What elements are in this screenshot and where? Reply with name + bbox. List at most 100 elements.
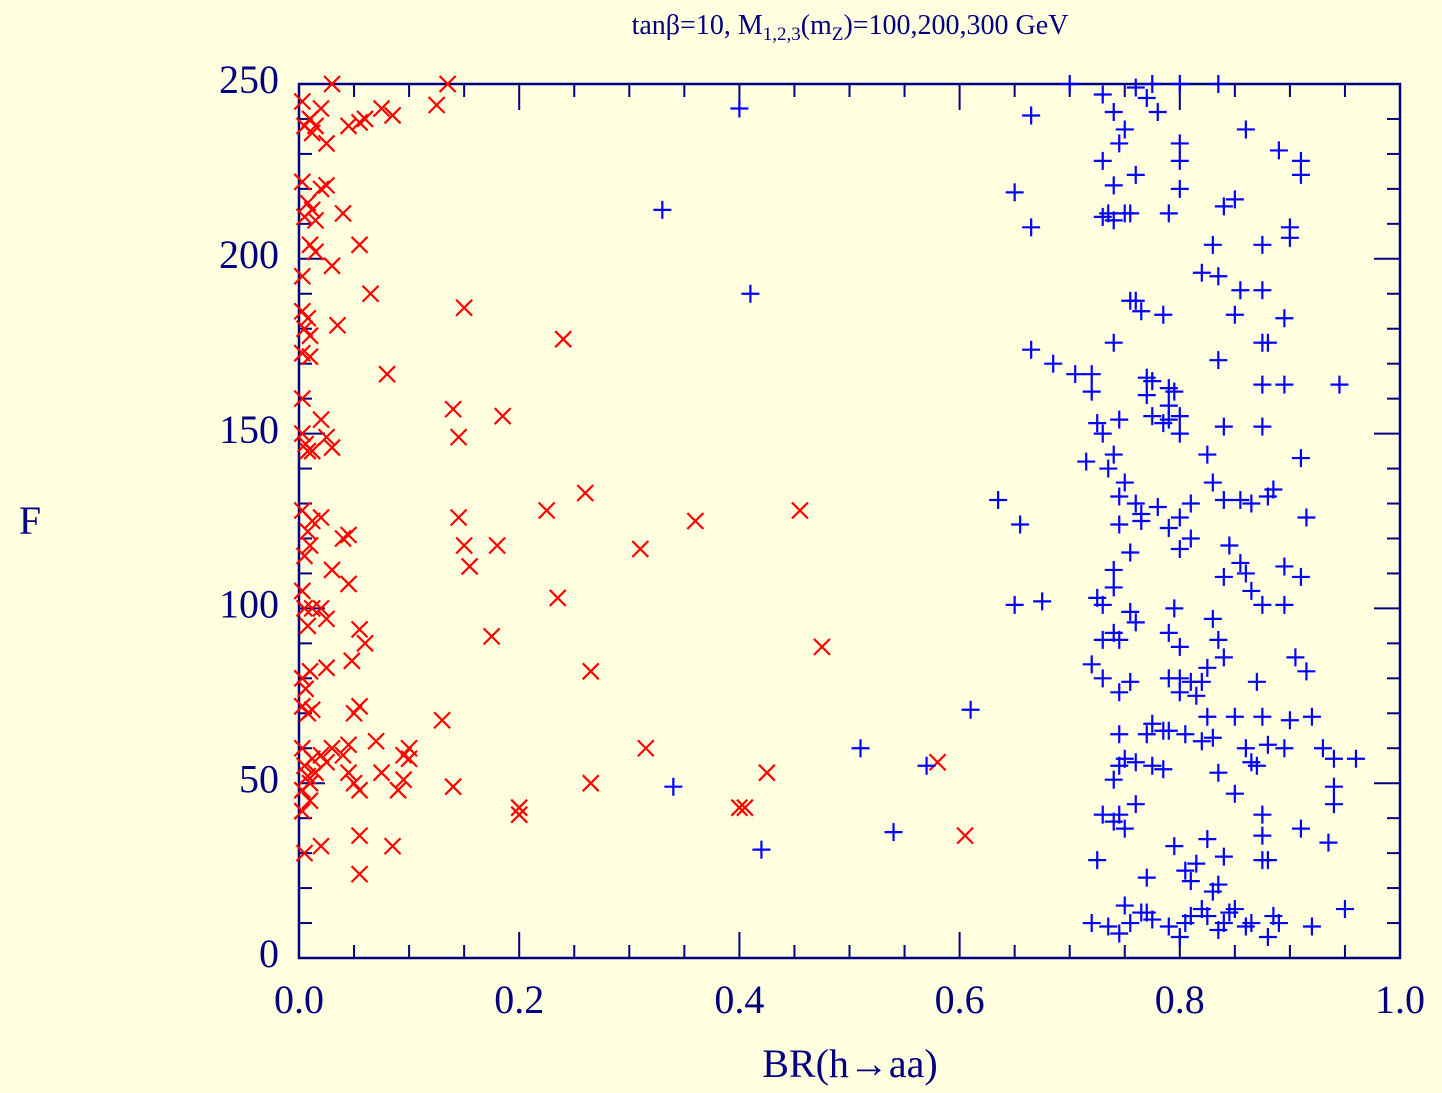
point (1033, 592, 1052, 611)
point (1335, 900, 1354, 919)
point (1126, 613, 1145, 632)
point (1286, 648, 1305, 667)
point (1110, 756, 1129, 775)
point (1170, 407, 1189, 426)
point (1236, 739, 1255, 758)
point (299, 617, 317, 635)
point (664, 777, 683, 796)
point (449, 508, 468, 527)
point (299, 442, 317, 460)
point (1093, 805, 1112, 824)
point (1066, 365, 1085, 384)
point (1231, 553, 1250, 572)
point (339, 735, 358, 754)
point (293, 92, 312, 111)
point (394, 770, 413, 789)
point (323, 257, 341, 275)
point (361, 284, 380, 303)
point (1110, 515, 1129, 534)
point (350, 826, 369, 845)
title-part: )=100,200,300 GeV (843, 10, 1068, 41)
point (317, 610, 336, 628)
point (1082, 655, 1101, 674)
point (1104, 445, 1123, 464)
point (295, 547, 314, 565)
point (444, 400, 462, 418)
point (1082, 365, 1101, 384)
point (1126, 753, 1145, 772)
point (1209, 630, 1228, 649)
title-part: 1,2,3 (763, 24, 801, 45)
point (301, 791, 319, 810)
point (1170, 134, 1189, 153)
point (1198, 707, 1217, 726)
point (1247, 672, 1266, 691)
point (323, 75, 341, 93)
point (356, 634, 374, 653)
point (1143, 756, 1162, 775)
point (356, 110, 374, 128)
point (1121, 602, 1140, 621)
point (1297, 662, 1316, 681)
point (1231, 281, 1250, 300)
point (312, 599, 330, 618)
point (1275, 309, 1294, 328)
point (1198, 907, 1217, 926)
point (1181, 494, 1200, 513)
point (378, 365, 396, 383)
point (1093, 424, 1112, 443)
point (1346, 749, 1365, 768)
point (1093, 85, 1112, 104)
point (1181, 529, 1200, 548)
point (1170, 637, 1189, 656)
point (1093, 669, 1112, 688)
point (1005, 595, 1024, 614)
point (427, 96, 446, 114)
point (433, 711, 451, 730)
point (389, 781, 407, 799)
point (1231, 491, 1250, 510)
point (350, 113, 369, 132)
point (554, 330, 573, 348)
point (1143, 910, 1162, 929)
y-tick-label: 50 (239, 756, 279, 801)
point (1324, 795, 1343, 814)
point (350, 620, 369, 639)
point (1121, 914, 1140, 933)
point (1192, 732, 1211, 751)
point (1198, 445, 1217, 464)
point (317, 659, 336, 677)
x-tick-label: 0.4 (714, 977, 764, 1022)
point (736, 798, 754, 817)
point (1236, 564, 1255, 583)
point (1110, 725, 1129, 744)
point (1110, 410, 1129, 429)
point (1242, 914, 1261, 933)
point (372, 763, 391, 782)
point (301, 662, 319, 681)
point (510, 805, 528, 824)
point (317, 428, 336, 446)
point (1005, 183, 1024, 202)
point (334, 746, 352, 765)
point (1181, 872, 1200, 891)
point (293, 802, 312, 820)
point (1225, 784, 1244, 803)
x-tick-label: 0.0 (274, 977, 324, 1022)
point (1170, 179, 1189, 198)
y-tick-label: 0 (259, 931, 279, 976)
point (339, 117, 358, 135)
point (482, 627, 501, 646)
point (1126, 165, 1145, 184)
point (1121, 204, 1140, 223)
point (303, 201, 321, 219)
point (1302, 917, 1321, 936)
point (323, 438, 341, 457)
point (1093, 630, 1112, 649)
point (1253, 375, 1272, 394)
point (301, 536, 319, 555)
point (339, 526, 358, 544)
point (1126, 78, 1145, 97)
point (1291, 165, 1310, 184)
point (455, 536, 473, 555)
